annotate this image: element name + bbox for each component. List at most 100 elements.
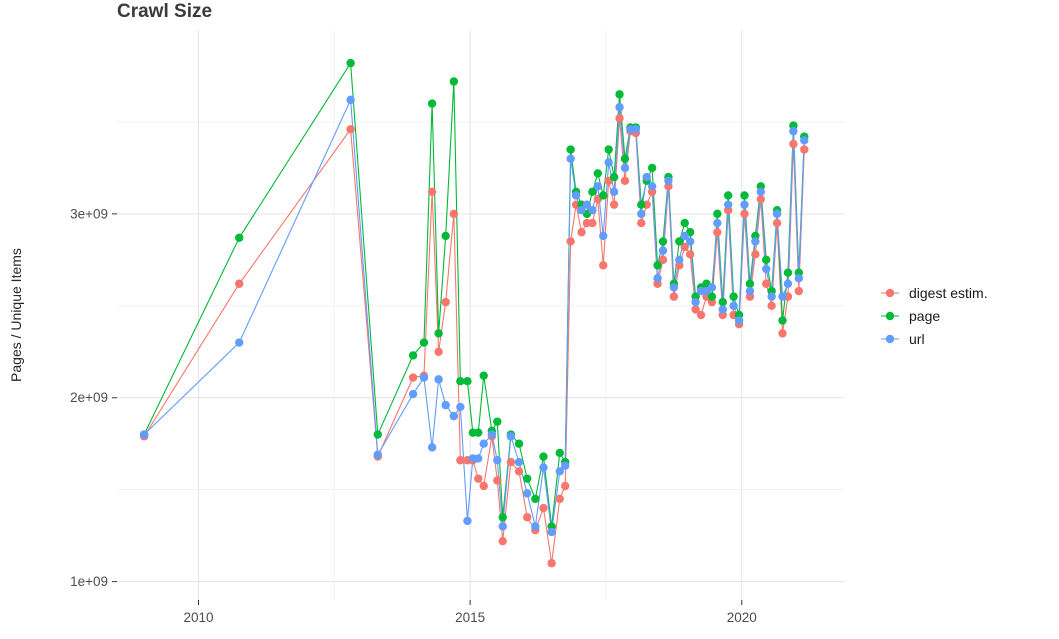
data-point-url (789, 126, 798, 136)
data-point-digest-estim (685, 250, 695, 259)
data-point-page (419, 338, 429, 347)
data-point-digest-estim (800, 145, 809, 154)
data-point-digest-estim (762, 279, 771, 288)
data-point-url (577, 205, 586, 215)
data-point-url (718, 305, 727, 314)
data-point-url (734, 316, 744, 325)
data-point-url (441, 400, 450, 410)
data-point-digest-estim (561, 481, 570, 491)
legend-item-page: page (878, 308, 988, 324)
data-point-page (463, 376, 472, 386)
data-point-page (593, 169, 603, 178)
legend: digest estim. page url (878, 285, 988, 347)
data-point-page (718, 297, 727, 307)
data-point-page (474, 428, 483, 437)
data-point-digest-estim (669, 292, 679, 301)
data-point-page (441, 231, 450, 241)
data-point-digest-estim (493, 476, 502, 485)
data-point-digest-estim (346, 125, 355, 134)
data-point-url (745, 286, 755, 296)
data-point-digest-estim (609, 200, 619, 209)
x-tick-label: 2020 (727, 610, 757, 625)
data-point-url (685, 237, 695, 246)
data-point-url (463, 516, 472, 526)
data-point-page (555, 448, 564, 458)
data-point-url (561, 461, 570, 470)
data-point-page (522, 474, 532, 483)
data-point-url (522, 489, 532, 498)
data-point-url (680, 231, 689, 241)
data-point-digest-estim (235, 279, 244, 288)
data-point-url (615, 103, 624, 112)
data-point-url (373, 450, 382, 459)
x-tick-label: 2010 (183, 610, 213, 625)
data-point-page (531, 494, 540, 504)
data-point-digest-estim (506, 457, 516, 467)
data-point-url (139, 430, 149, 439)
data-point-url (434, 375, 443, 384)
data-point-page (783, 268, 793, 277)
data-point-digest-estim (658, 255, 668, 265)
data-point-digest-estim (427, 187, 437, 197)
data-point-page (637, 200, 646, 209)
data-point-page (745, 279, 755, 288)
data-point-page (566, 145, 575, 154)
data-point-url (408, 389, 418, 399)
data-point-digest-estim (599, 261, 608, 270)
data-point-url (593, 182, 603, 191)
data-point-url (783, 279, 793, 288)
data-point-digest-estim (566, 237, 575, 246)
data-point-page (713, 209, 722, 219)
data-point-page (653, 261, 662, 270)
legend-label: url (909, 331, 925, 347)
data-point-url (756, 187, 765, 197)
series-line-digest-estim (143, 118, 805, 564)
data-point-url (493, 456, 502, 465)
data-point-url (664, 176, 673, 185)
data-point-url (647, 182, 657, 191)
data-point-url (479, 439, 488, 448)
data-point-url (498, 522, 507, 531)
data-point-digest-estim (479, 481, 488, 491)
data-point-digest-estim (434, 347, 443, 356)
data-point-digest-estim (794, 286, 804, 296)
data-point-url (642, 172, 651, 182)
data-point-url (669, 283, 679, 292)
y-tick-label: 2e+09 (70, 390, 108, 405)
chart-title: Crawl Size (117, 1, 213, 22)
data-point-digest-estim (696, 310, 706, 320)
data-point-digest-estim (577, 228, 586, 237)
data-point-url (762, 264, 771, 274)
data-point-url (691, 297, 700, 307)
data-point-url (767, 292, 776, 301)
data-point-digest-estim (615, 114, 624, 123)
data-point-url (723, 200, 733, 209)
data-point-digest-estim (449, 209, 459, 219)
data-point-digest-estim (751, 250, 760, 259)
data-point-url (599, 231, 608, 241)
data-point-page (539, 452, 548, 461)
data-point-digest-estim (588, 218, 597, 228)
legend-item-digest-estim: digest estim. (878, 285, 988, 301)
data-point-page (498, 513, 507, 522)
data-point-digest-estim (498, 536, 507, 546)
data-point-page (434, 329, 443, 338)
data-point-url (571, 191, 581, 200)
data-point-digest-estim (637, 218, 646, 228)
data-point-url (751, 237, 760, 246)
legend-key-icon (881, 311, 899, 321)
data-point-url (419, 373, 429, 382)
data-point-digest-estim (772, 218, 782, 228)
data-point-page (604, 145, 613, 154)
data-point-url (778, 292, 787, 301)
data-point-page (408, 351, 418, 360)
legend-label: page (909, 308, 941, 324)
data-point-url (604, 158, 613, 167)
data-point-digest-estim (620, 176, 630, 185)
data-point-url (675, 255, 684, 265)
data-point-url (555, 467, 564, 476)
data-point-page (675, 237, 684, 246)
data-point-page (514, 439, 524, 448)
y-tick-label: 3e+09 (70, 206, 108, 221)
